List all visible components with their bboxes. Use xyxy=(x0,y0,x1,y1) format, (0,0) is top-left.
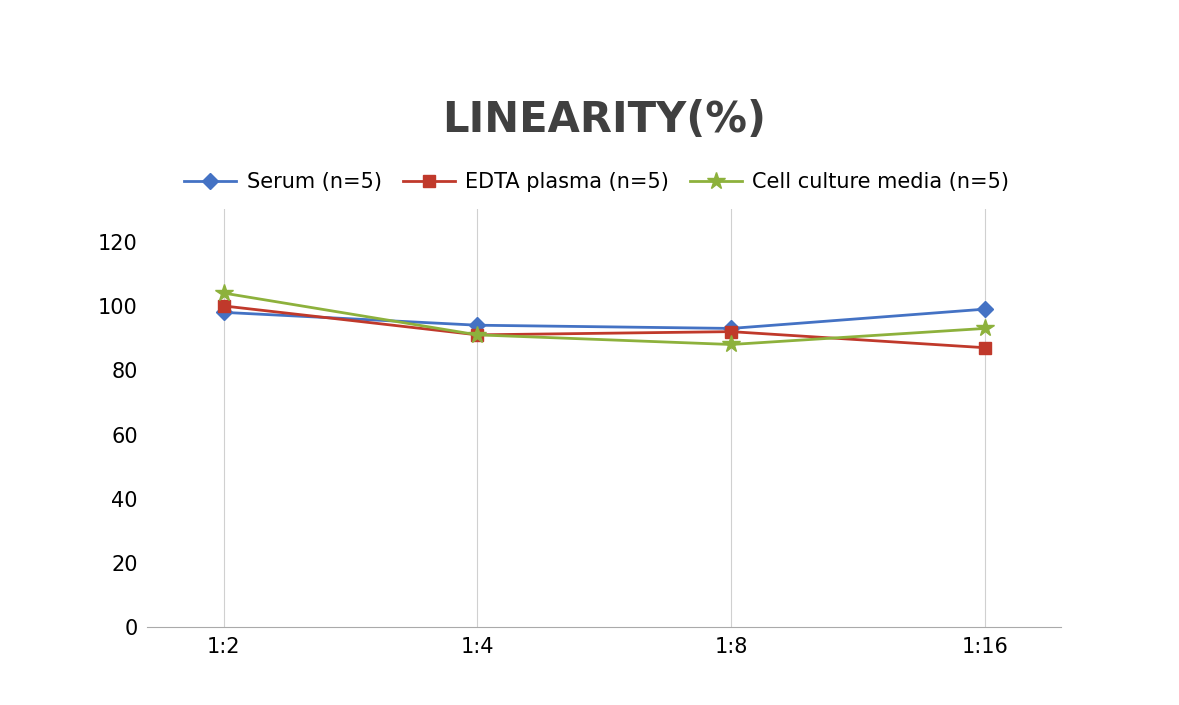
Legend: Serum (n=5), EDTA plasma (n=5), Cell culture media (n=5): Serum (n=5), EDTA plasma (n=5), Cell cul… xyxy=(176,164,1017,201)
Cell culture media (n=5) xyxy=(470,331,485,339)
Serum (n=5) xyxy=(724,324,738,333)
Serum (n=5) xyxy=(470,321,485,329)
Cell culture media (n=5) xyxy=(977,324,992,333)
Serum (n=5) xyxy=(217,308,231,317)
Serum (n=5) xyxy=(977,305,992,313)
EDTA plasma (n=5) xyxy=(217,302,231,310)
Line: Cell culture media (n=5): Cell culture media (n=5) xyxy=(215,284,994,353)
Cell culture media (n=5) xyxy=(217,289,231,298)
EDTA plasma (n=5) xyxy=(977,343,992,352)
EDTA plasma (n=5) xyxy=(724,327,738,336)
Line: Serum (n=5): Serum (n=5) xyxy=(218,304,990,334)
Line: EDTA plasma (n=5): EDTA plasma (n=5) xyxy=(218,300,990,353)
Cell culture media (n=5) xyxy=(724,341,738,349)
EDTA plasma (n=5) xyxy=(470,331,485,339)
Text: LINEARITY(%): LINEARITY(%) xyxy=(442,99,766,141)
